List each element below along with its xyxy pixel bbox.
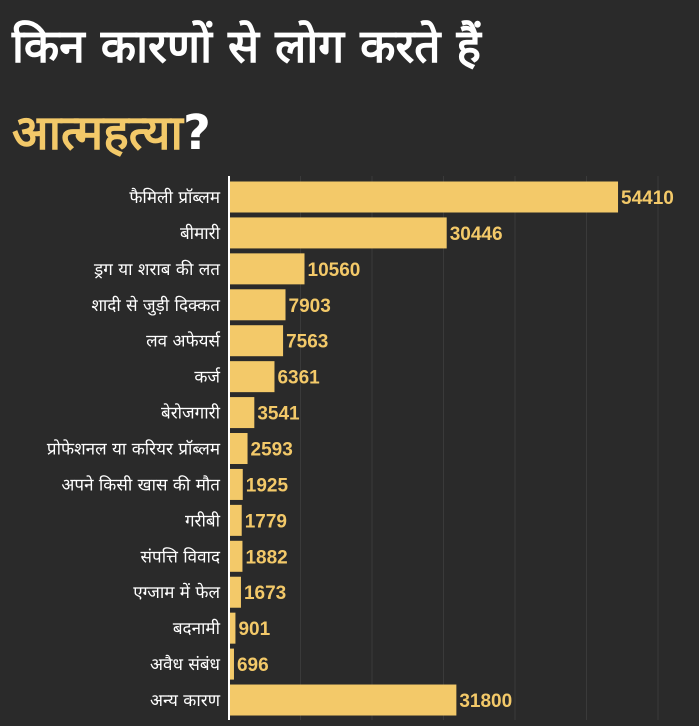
bar: [229, 325, 284, 357]
value-label: 1882: [245, 547, 287, 568]
bar: [229, 289, 286, 321]
value-label: 6361: [277, 368, 320, 389]
category-label: एग्जाम में फेल: [133, 582, 220, 603]
category-label: प्रोफेशनल या करियर प्रॉब्लम: [47, 439, 221, 460]
value-label: 7903: [289, 296, 331, 317]
value-label: 7563: [286, 332, 328, 353]
value-label: 54410: [621, 188, 674, 209]
value-label: 901: [238, 619, 270, 640]
category-label: अवैध संबंध: [150, 654, 220, 675]
value-label: 1673: [244, 583, 286, 604]
category-label: बीमारी: [180, 223, 221, 244]
bar: [229, 684, 457, 716]
bar: [229, 253, 305, 285]
category-label: फैमिली प्रॉब्लम: [129, 187, 221, 208]
chart-title-highlight: आत्महत्या: [12, 105, 183, 161]
value-label: 31800: [459, 691, 512, 712]
category-label: लव अफेयर्स: [146, 331, 221, 352]
bar: [229, 397, 255, 429]
category-label: बेरोजगारी: [161, 403, 221, 424]
bar: [229, 181, 619, 213]
bar: [229, 648, 234, 680]
value-label: 696: [237, 655, 269, 676]
bar: [229, 361, 275, 393]
chart-title-line1: किन कारणों से लोग करते हैं: [12, 19, 481, 73]
chart-title-line2: आत्महत्या?: [12, 98, 211, 168]
category-label: शादी से जुड़ी दिक्कत: [91, 295, 220, 316]
category-label: कर्ज: [194, 367, 221, 388]
bar: [229, 612, 236, 644]
bar: [229, 468, 243, 500]
bar: [229, 576, 241, 608]
category-label: अन्य कारण: [150, 691, 221, 711]
chart-title-question-mark: ?: [182, 105, 211, 161]
value-label: 3541: [257, 404, 300, 425]
category-label: संपत्ति विवाद: [141, 546, 221, 567]
category-label: ड्रग या शराब की लत: [93, 259, 220, 280]
value-label: 30446: [450, 224, 503, 245]
bar: [229, 433, 248, 465]
value-label: 1779: [245, 511, 287, 532]
bar: [229, 504, 242, 536]
bar: [229, 217, 447, 249]
category-label: गरीबी: [185, 510, 221, 531]
value-label: 1925: [246, 475, 289, 496]
category-label: अपने किसी खास की मौत: [61, 474, 220, 495]
bar: [229, 540, 243, 572]
value-label: 2593: [251, 440, 293, 461]
category-label: बदनामी: [173, 618, 221, 639]
value-label: 10560: [308, 260, 361, 281]
